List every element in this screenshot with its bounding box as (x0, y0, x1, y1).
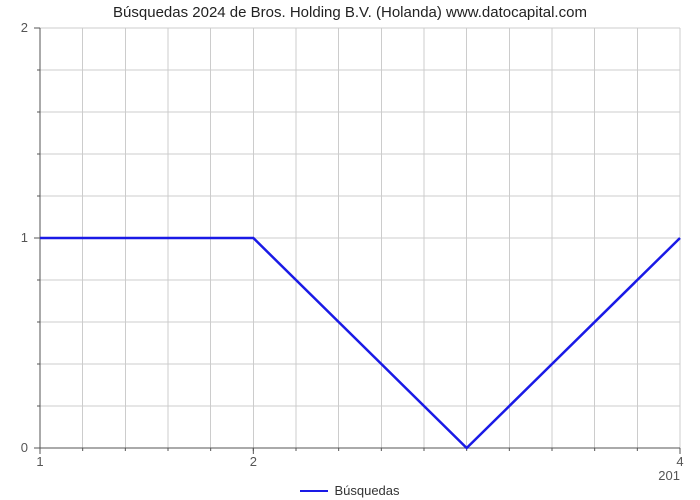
series-line (40, 238, 680, 448)
y-tick-label: 1 (21, 230, 28, 245)
chart-title: Búsquedas 2024 de Bros. Holding B.V. (Ho… (0, 4, 700, 21)
chart-legend: Búsquedas (0, 482, 700, 498)
legend-swatch (300, 490, 328, 492)
chart-plot-area: 012124201 (40, 28, 680, 448)
legend-label: Búsquedas (334, 483, 399, 498)
chart-svg: 012124201 (40, 28, 680, 448)
x-tick-label: 2 (250, 454, 257, 469)
y-tick-label: 0 (21, 440, 28, 455)
footer-right-label: 201 (658, 468, 680, 483)
y-tick-label: 2 (21, 20, 28, 35)
x-tick-label: 4 (676, 454, 683, 469)
x-tick-label: 1 (36, 454, 43, 469)
